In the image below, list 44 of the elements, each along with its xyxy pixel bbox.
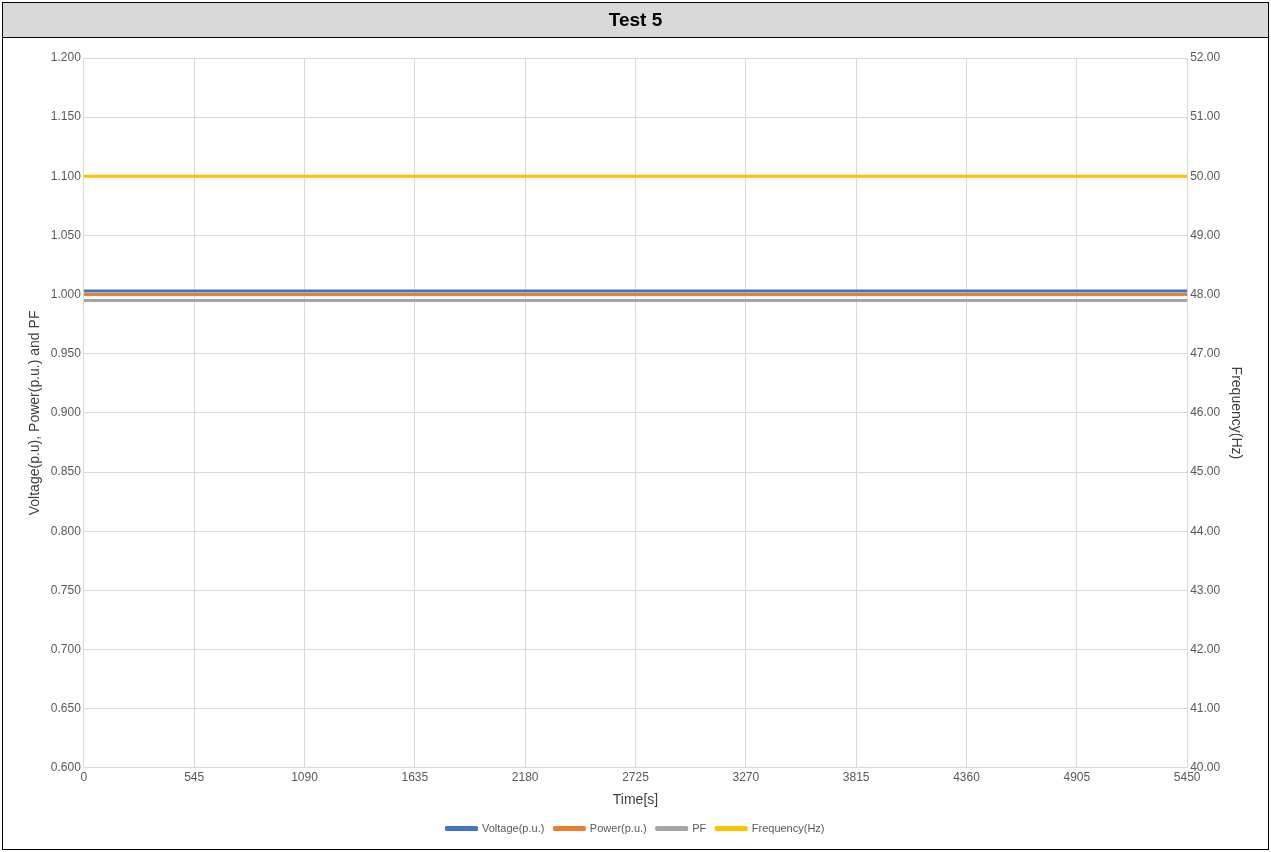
y-axis-title: Voltage(p.u), Power(p.u.) and PF bbox=[26, 310, 43, 516]
y2-tick-label: 50.00 bbox=[1190, 168, 1221, 183]
x-tick-label: 2725 bbox=[622, 770, 650, 785]
y-tick-label: 0.600 bbox=[50, 760, 82, 775]
legend-label: PF bbox=[692, 821, 707, 834]
y2-tick-label: 44.00 bbox=[1190, 523, 1221, 538]
y2-tick-label: 48.00 bbox=[1190, 286, 1221, 301]
y-tick-label: 0.750 bbox=[50, 582, 82, 597]
y2-axis-title: Frequency(Hz) bbox=[1228, 366, 1245, 460]
y2-tick-label: 49.00 bbox=[1190, 227, 1221, 242]
y-tick-label: 0.950 bbox=[50, 346, 82, 361]
y2-tick-label: 43.00 bbox=[1190, 582, 1221, 597]
x-tick-label: 4905 bbox=[1063, 770, 1091, 785]
y-tick-label: 1.150 bbox=[50, 109, 82, 124]
y-tick-label: 1.200 bbox=[50, 50, 82, 65]
x-axis-title: Time[s] bbox=[612, 791, 659, 808]
y2-tick-label: 47.00 bbox=[1190, 346, 1221, 361]
y-tick-label: 0.850 bbox=[50, 464, 82, 479]
legend-label: Frequency(Hz) bbox=[751, 821, 825, 834]
legend-label: Voltage(p.u.) bbox=[481, 821, 545, 834]
x-tick-label: 3815 bbox=[842, 770, 870, 785]
x-tick-label: 0 bbox=[80, 770, 88, 785]
y2-tick-label: 41.00 bbox=[1190, 700, 1221, 715]
y2-tick-label: 52.00 bbox=[1190, 50, 1221, 65]
y-tick-label: 1.100 bbox=[50, 168, 82, 183]
y-tick-label: 0.650 bbox=[50, 700, 82, 715]
x-tick-label: 545 bbox=[184, 770, 205, 785]
x-tick-label: 5450 bbox=[1173, 770, 1201, 785]
y2-tick-label: 45.00 bbox=[1190, 464, 1221, 479]
y-tick-label: 0.700 bbox=[50, 641, 82, 656]
y2-tick-label: 42.00 bbox=[1190, 641, 1221, 656]
chart-title: Test 5 bbox=[3, 3, 1268, 38]
y-tick-label: 0.800 bbox=[50, 523, 82, 538]
x-tick-label: 1635 bbox=[401, 770, 429, 785]
x-tick-label: 2180 bbox=[511, 770, 539, 785]
y-tick-label: 1.000 bbox=[50, 286, 82, 301]
y2-tick-label: 51.00 bbox=[1190, 109, 1221, 124]
x-tick-label: 4360 bbox=[953, 770, 981, 785]
x-tick-label: 1090 bbox=[291, 770, 319, 785]
y-tick-label: 0.900 bbox=[50, 405, 82, 420]
y-tick-label: 1.050 bbox=[50, 227, 82, 242]
legend-label: Power(p.u.) bbox=[589, 821, 647, 834]
x-tick-label: 3270 bbox=[732, 770, 760, 785]
y2-tick-label: 46.00 bbox=[1190, 405, 1221, 420]
